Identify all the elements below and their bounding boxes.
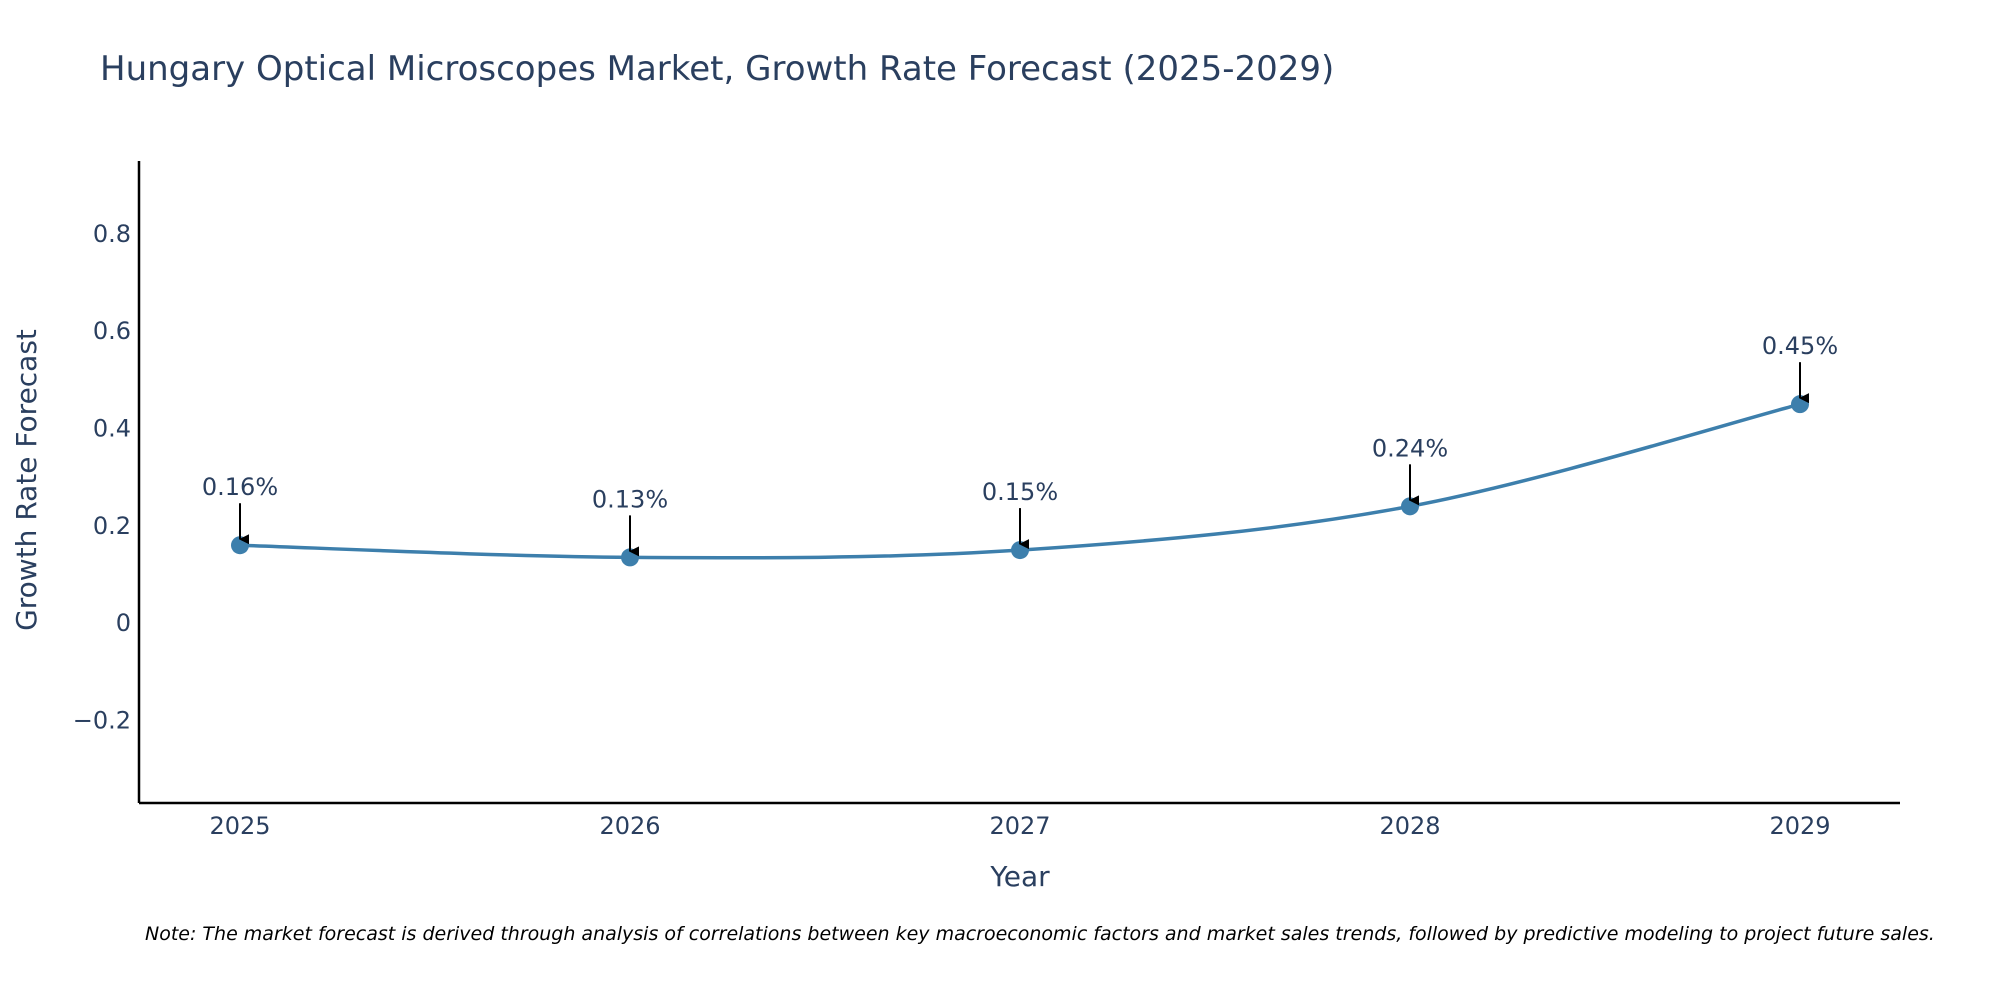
y-tick-label: 0.2	[93, 512, 131, 540]
footnote: Note: The market forecast is derived thr…	[145, 923, 1935, 945]
x-tick-label: 2026	[599, 812, 660, 840]
x-tick-label: 2028	[1379, 812, 1440, 840]
x-tick-label: 2029	[1769, 812, 1830, 840]
y-tick-label: 0.8	[93, 220, 131, 248]
x-tick-label: 2027	[989, 812, 1050, 840]
y-axis-ticks: −0.2 0 0.2 0.4 0.6 0.8	[73, 220, 131, 734]
x-axis-title: Year	[989, 860, 1050, 893]
chart-title: Hungary Optical Microscopes Market, Grow…	[100, 49, 1334, 89]
y-axis-title: Growth Rate Forecast	[10, 329, 43, 631]
data-label: 0.24%	[1372, 434, 1448, 462]
x-axis-ticks: 2025 2026 2027 2028 2029	[209, 812, 1830, 840]
x-tick-label: 2025	[209, 812, 270, 840]
data-label: 0.16%	[202, 473, 278, 501]
data-label: 0.13%	[592, 485, 668, 513]
data-label: 0.45%	[1762, 332, 1838, 360]
y-tick-label: −0.2	[73, 706, 131, 734]
y-tick-label: 0.6	[93, 317, 131, 345]
y-tick-label: 0	[116, 609, 131, 637]
y-tick-label: 0.4	[93, 415, 131, 443]
data-annotations: 0.16% 0.13% 0.15% 0.24% 0.45%	[202, 332, 1838, 557]
data-label: 0.15%	[982, 478, 1058, 506]
